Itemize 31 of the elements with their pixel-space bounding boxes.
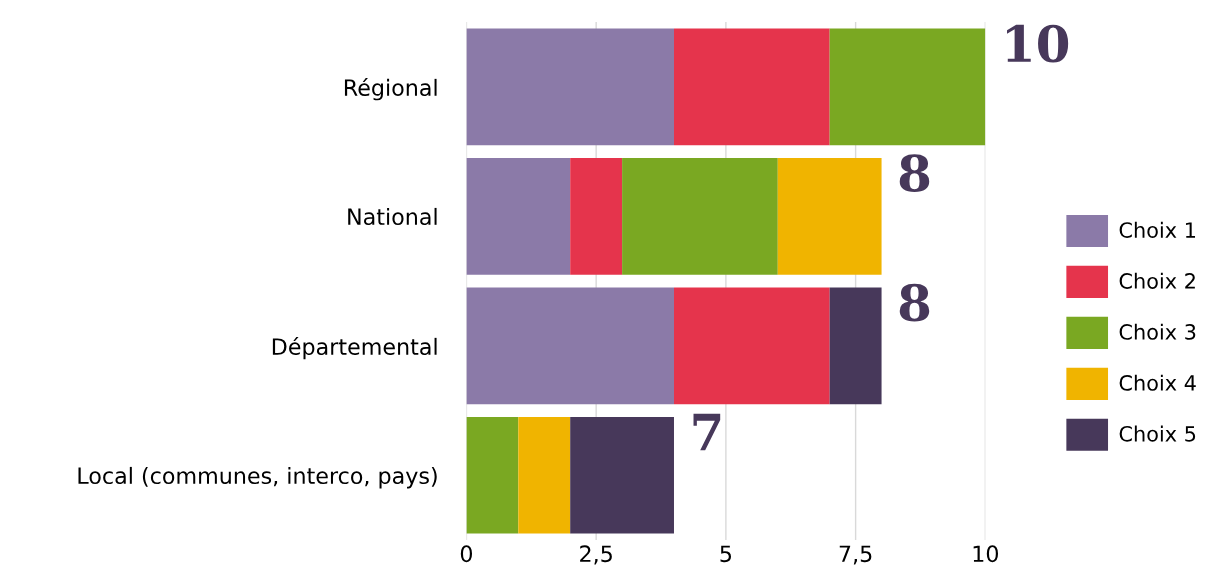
total-label: 8 <box>899 154 930 193</box>
legend-label: Choix 5 <box>1119 425 1196 442</box>
x-tick-label: 5 <box>720 545 732 563</box>
y-tick-label: National <box>348 207 437 226</box>
total-label: 10 <box>1007 24 1069 63</box>
legend-label: Choix 1 <box>1119 221 1196 238</box>
bar <box>466 287 674 405</box>
y-tick-label: Régional <box>344 77 437 101</box>
bar <box>570 158 623 275</box>
bar <box>777 158 882 275</box>
bar <box>466 417 519 534</box>
bar <box>518 417 571 534</box>
bar <box>622 158 778 275</box>
x-tick-label: 7,5 <box>839 545 872 565</box>
bar <box>829 28 986 146</box>
total-label: 8 <box>899 283 930 322</box>
legend-label: Choix 4 <box>1119 374 1196 391</box>
total-label: 7 <box>693 413 721 451</box>
legend-label: Choix 2 <box>1119 272 1195 289</box>
y-tick-label: Local (communes, interco, pays) <box>78 466 437 489</box>
x-tick-label: 10 <box>973 545 999 563</box>
bar <box>570 417 674 534</box>
bar <box>466 158 571 275</box>
bar <box>466 28 674 146</box>
bar <box>673 287 830 405</box>
legend-label: Choix 3 <box>1119 323 1196 340</box>
y-tick-label: Départemental <box>272 336 437 360</box>
bar <box>829 287 882 405</box>
x-tick-label: 2,5 <box>580 545 612 565</box>
x-tick-label: 0 <box>460 545 473 563</box>
bar <box>673 28 830 146</box>
